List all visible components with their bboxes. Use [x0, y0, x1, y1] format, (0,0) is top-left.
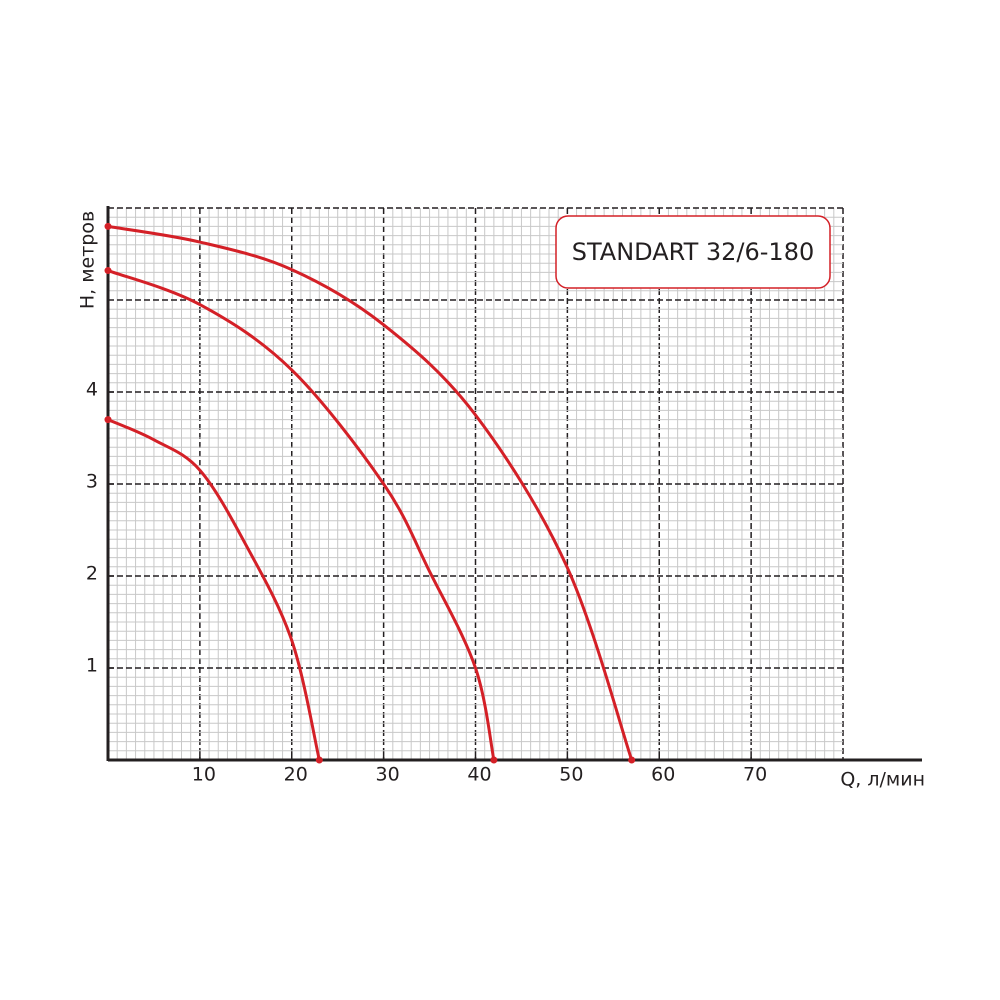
- end-point: [628, 756, 636, 764]
- y-tick-label: 4: [86, 379, 98, 401]
- end-point: [490, 756, 498, 764]
- curve: [107, 418, 321, 761]
- x-tick-label: 10: [192, 764, 216, 786]
- end-point: [104, 416, 112, 424]
- y-tick-label: 2: [86, 563, 98, 585]
- x-tick-label: 60: [651, 764, 675, 786]
- y-tick-label: 3: [86, 471, 98, 493]
- y-axis-label: H, метров: [77, 211, 99, 309]
- x-tick-label: 20: [284, 764, 308, 786]
- title-box: [555, 215, 831, 289]
- end-point: [315, 756, 323, 764]
- x-tick-label: 30: [376, 764, 400, 786]
- x-tick-label: 70: [743, 764, 767, 786]
- end-point: [104, 222, 112, 230]
- x-axis-label: Q, л/мин: [840, 769, 925, 791]
- y-tick-label: 1: [86, 655, 98, 677]
- end-point: [104, 267, 112, 275]
- curve: [107, 269, 496, 761]
- x-tick-label: 50: [559, 764, 583, 786]
- x-tick-label: 40: [467, 764, 491, 786]
- curve: [107, 224, 634, 761]
- chart-title: STANDART 32/6-180: [572, 238, 814, 266]
- grid: [107, 207, 844, 761]
